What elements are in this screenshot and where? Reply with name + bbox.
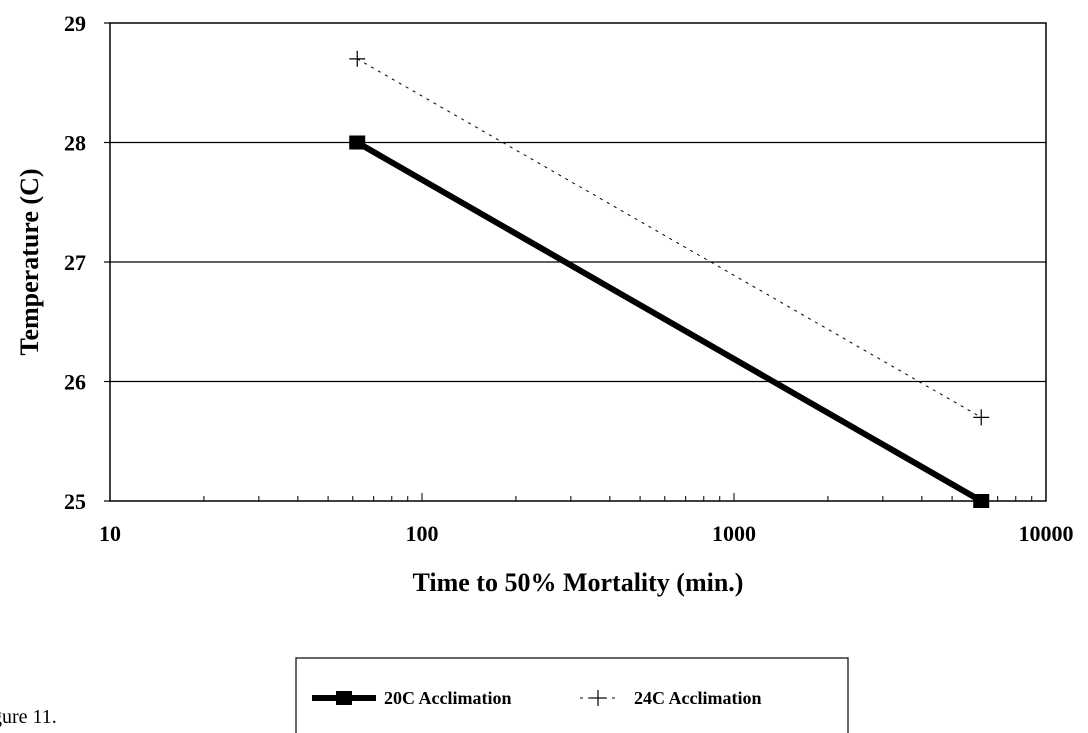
series-line-1 bbox=[355, 139, 983, 504]
legend: 20C Acclimation 24C Acclimation bbox=[295, 657, 849, 733]
data-point-1 bbox=[973, 494, 990, 508]
x-tick-label: 10 bbox=[99, 521, 121, 546]
x-tick-label: 100 bbox=[406, 521, 439, 546]
x-axis-title: Time to 50% Mortality (min.) bbox=[413, 568, 744, 597]
y-tick-label: 26 bbox=[64, 370, 86, 395]
gridlines bbox=[110, 141, 1046, 383]
legend-marker-2 bbox=[590, 690, 606, 706]
data-point-2 bbox=[349, 50, 366, 67]
series-layer bbox=[349, 50, 990, 508]
x-tick-label: 10000 bbox=[1019, 521, 1074, 546]
x-axis-ticks: 10 100 1000 10000 bbox=[99, 493, 1074, 546]
y-tick-label: 25 bbox=[64, 489, 86, 514]
legend-label-2: 24C Acclimation bbox=[634, 688, 762, 708]
x-tick-label: 1000 bbox=[712, 521, 756, 546]
series-line-2 bbox=[356, 58, 982, 418]
y-tick-label: 27 bbox=[64, 250, 86, 275]
y-tick-label: 28 bbox=[64, 131, 86, 156]
y-axis-ticks: 25 26 27 28 29 bbox=[64, 11, 110, 514]
legend-box bbox=[295, 657, 849, 733]
figure-caption: gure 11. bbox=[0, 706, 57, 728]
y-axis-title: Temperature (C) bbox=[15, 168, 44, 355]
y-tick-label: 29 bbox=[64, 11, 86, 36]
legend-marker-1 bbox=[336, 691, 352, 705]
legend-label-1: 20C Acclimation bbox=[384, 688, 512, 708]
data-point-2 bbox=[973, 409, 990, 426]
data-point-1 bbox=[349, 135, 366, 150]
